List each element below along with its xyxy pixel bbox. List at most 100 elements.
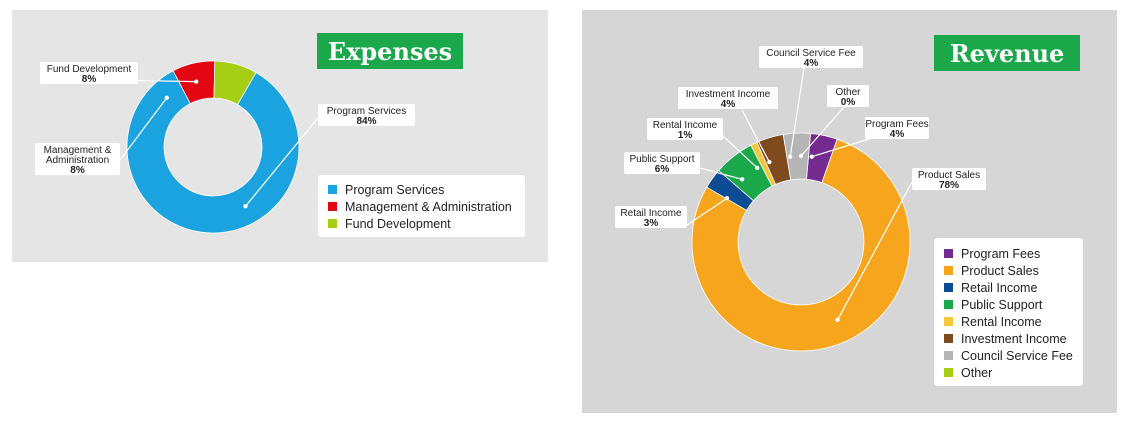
expenses-title: Expenses	[317, 33, 463, 69]
legend-item: Rental Income	[944, 313, 1073, 330]
legend-label: Rental Income	[961, 314, 1042, 329]
callout-value: 78%	[939, 180, 959, 191]
callout-label: Fund Development	[47, 64, 132, 75]
legend-item: Council Service Fee	[944, 347, 1073, 364]
callout-leader	[811, 137, 873, 158]
legend-item: Retail Income	[944, 279, 1073, 296]
callout-dot	[755, 165, 760, 171]
callout-box	[865, 117, 929, 139]
legend-label: Program Fees	[961, 246, 1041, 261]
callout-label: Rental Income	[653, 120, 718, 131]
legend-swatch	[944, 300, 953, 309]
callout-value: 0%	[841, 97, 856, 108]
callout-label: Public Support	[629, 154, 694, 165]
callout-dot	[243, 203, 248, 209]
legend-item: Product Sales	[944, 262, 1073, 279]
callout-label: Program Services	[327, 106, 406, 117]
callout-dot	[767, 159, 772, 165]
donut-slice	[126, 70, 300, 234]
callout-dot	[835, 317, 840, 323]
callout-box	[759, 46, 863, 68]
callout-leader	[119, 97, 168, 161]
legend-label: Other	[961, 365, 993, 380]
callout-label: Administration	[46, 155, 109, 166]
legend-swatch	[328, 219, 337, 228]
callout-value: 4%	[890, 129, 905, 140]
callout-label: Retail Income	[620, 208, 682, 219]
callout-box	[35, 143, 120, 175]
legend-item: Program Fees	[944, 245, 1073, 262]
legend-label: Investment Income	[961, 331, 1067, 346]
callout-dot	[164, 95, 169, 100]
legend-label: Fund Development	[345, 216, 451, 231]
legend-label: Program Services	[345, 182, 445, 197]
callout-box	[678, 87, 778, 109]
callout-dot	[798, 153, 804, 159]
callout-value: 8%	[82, 74, 97, 85]
callout-box	[40, 62, 138, 84]
legend-swatch	[944, 266, 953, 275]
legend-label: Retail Income	[961, 280, 1038, 295]
callout-box	[647, 118, 723, 140]
legend-label: Public Support	[961, 297, 1043, 312]
callout-dot	[788, 154, 793, 159]
callout-box	[827, 85, 869, 107]
legend-swatch	[944, 317, 953, 326]
callout-leader	[741, 109, 770, 163]
legend-swatch	[944, 334, 953, 343]
callout-leader	[789, 67, 805, 157]
legend-swatch	[328, 202, 337, 211]
callout-value: 8%	[70, 165, 85, 176]
callout-leader	[800, 106, 845, 157]
revenue-panel: Revenue Program Fees 4% Product Sales 78% Re…	[582, 10, 1117, 413]
legend-item: Other	[944, 364, 1073, 381]
callout-dot	[194, 79, 199, 84]
expenses-legend: Program Services Management & Administra…	[318, 175, 525, 237]
callout-value: 84%	[356, 116, 376, 127]
callout-value: 6%	[655, 164, 670, 175]
donut-slice	[691, 138, 911, 352]
callout-box	[615, 206, 687, 228]
callout-leader	[245, 117, 319, 207]
callout-leader	[837, 181, 913, 321]
legend-item: Management & Administration	[328, 198, 515, 215]
legend-item: Investment Income	[944, 330, 1073, 347]
callout-dot	[739, 177, 745, 182]
legend-label: Management & Administration	[345, 199, 512, 214]
donut-slice	[213, 60, 257, 106]
legend-item: Program Services	[328, 181, 515, 198]
callout-leader	[699, 167, 743, 180]
callout-leader	[721, 134, 758, 169]
callout-label: Program Fees	[865, 119, 928, 130]
legend-item: Fund Development	[328, 215, 515, 232]
legend-swatch	[944, 368, 953, 377]
legend-item: Public Support	[944, 296, 1073, 313]
callout-leader	[686, 197, 728, 226]
callout-label: Other	[835, 87, 861, 98]
callout-label: Product Sales	[918, 170, 980, 181]
callout-value: 3%	[644, 218, 659, 229]
callout-value: 4%	[721, 99, 736, 110]
expenses-panel: Expenses Program Services 84% Management &…	[12, 10, 548, 262]
legend-label: Product Sales	[961, 263, 1039, 278]
callout-box	[912, 168, 986, 190]
callout-box	[624, 152, 700, 174]
callout-dot	[809, 154, 814, 159]
callout-label: Investment Income	[686, 89, 771, 100]
callout-box	[318, 104, 415, 126]
revenue-title: Revenue	[934, 35, 1080, 71]
callout-label: Management &	[44, 145, 112, 156]
callout-value: 4%	[804, 58, 819, 69]
